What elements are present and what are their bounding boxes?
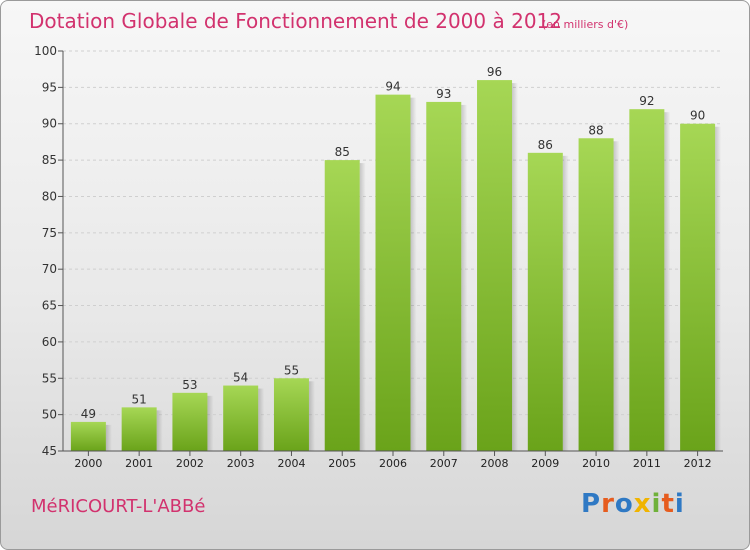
bar-shadow	[715, 126, 722, 452]
x-tick-label-2011: 2011	[633, 457, 661, 470]
value-label-2012: 90	[690, 109, 705, 123]
y-tick-label: 95	[42, 80, 57, 94]
bar-shadow	[562, 155, 569, 451]
bar-2006	[375, 94, 411, 452]
bar-shadow	[461, 104, 468, 451]
value-label-2001: 51	[132, 392, 147, 406]
x-tick-label-2009: 2009	[531, 457, 559, 470]
value-label-2005: 85	[335, 145, 350, 159]
bar-2005	[324, 160, 360, 451]
bar-2003	[223, 385, 259, 451]
bar-shadow	[613, 141, 620, 452]
x-tick-label-2007: 2007	[430, 457, 458, 470]
x-tick-label-2003: 2003	[227, 457, 255, 470]
chart-subtitle: (en milliers d'€)	[542, 18, 629, 31]
bar-shadow	[359, 163, 366, 451]
logo-letter: i	[651, 489, 662, 519]
logo-letter: o	[614, 489, 634, 519]
bar-2012	[680, 123, 716, 452]
y-tick-label: 60	[42, 335, 57, 349]
bar-shadow	[308, 381, 315, 451]
x-tick-label-2002: 2002	[176, 457, 204, 470]
value-label-2006: 94	[385, 80, 400, 94]
bar-shadow	[258, 388, 265, 451]
bar-2002	[172, 392, 208, 451]
logo-letter: t	[661, 489, 675, 519]
y-tick-label: 70	[42, 262, 57, 276]
x-tick-label-2012: 2012	[684, 457, 712, 470]
bar-2001	[121, 407, 157, 451]
value-label-2004: 55	[284, 363, 299, 377]
bar-shadow	[156, 410, 163, 451]
logo-letter: x	[633, 489, 652, 519]
bar-shadow	[664, 112, 671, 451]
bar-2010	[578, 138, 614, 452]
x-tick-label-2000: 2000	[74, 457, 102, 470]
x-tick-label-2010: 2010	[582, 457, 610, 470]
value-label-2011: 92	[639, 94, 654, 108]
bar-shadow	[105, 424, 112, 451]
value-label-2008: 96	[487, 65, 502, 79]
bar-shadow	[512, 83, 519, 451]
value-label-2000: 49	[81, 407, 96, 421]
logo-letter: i	[674, 489, 685, 519]
bar-2007	[426, 101, 462, 451]
bar-2004	[273, 378, 309, 451]
y-tick-label: 100	[34, 44, 57, 58]
value-label-2002: 53	[182, 378, 197, 392]
bar-2009	[527, 152, 563, 451]
y-tick-label: 45	[42, 444, 57, 458]
value-label-2003: 54	[233, 371, 248, 385]
y-tick-label: 50	[42, 408, 57, 422]
bar-shadow	[207, 395, 214, 451]
x-tick-label-2005: 2005	[328, 457, 356, 470]
bar-2008	[477, 80, 513, 451]
x-tick-label-2004: 2004	[277, 457, 305, 470]
y-tick-label: 65	[42, 299, 57, 313]
x-tick-label-2008: 2008	[481, 457, 509, 470]
y-tick-label: 75	[42, 226, 57, 240]
bar-2000	[70, 421, 106, 451]
proxiti-logo: Proxiti	[581, 489, 685, 519]
value-label-2007: 93	[436, 87, 451, 101]
bar-shadow	[410, 97, 417, 452]
value-label-2010: 88	[588, 123, 603, 137]
logo-letter: r	[601, 489, 615, 519]
y-tick-label: 55	[42, 371, 57, 385]
logo-letter: P	[581, 489, 602, 519]
y-tick-label: 80	[42, 189, 57, 203]
y-tick-label: 85	[42, 153, 57, 167]
y-tick-label: 90	[42, 117, 57, 131]
bar-2011	[629, 109, 665, 451]
chart-title: Dotation Globale de Fonctionnement de 20…	[29, 9, 562, 33]
value-label-2009: 86	[538, 138, 553, 152]
x-tick-label-2001: 2001	[125, 457, 153, 470]
x-tick-label-2006: 2006	[379, 457, 407, 470]
commune-name: MéRICOURT-L'ABBé	[31, 496, 206, 517]
